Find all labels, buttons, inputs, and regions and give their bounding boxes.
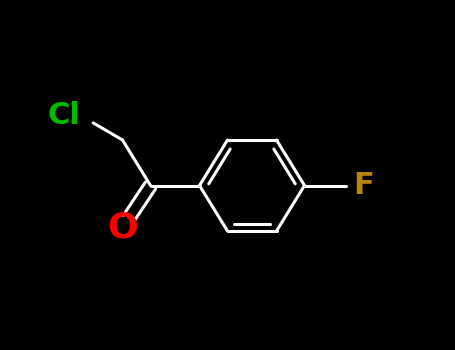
Text: O: O [107, 210, 138, 245]
Text: Cl: Cl [48, 101, 81, 130]
Text: F: F [354, 171, 374, 200]
